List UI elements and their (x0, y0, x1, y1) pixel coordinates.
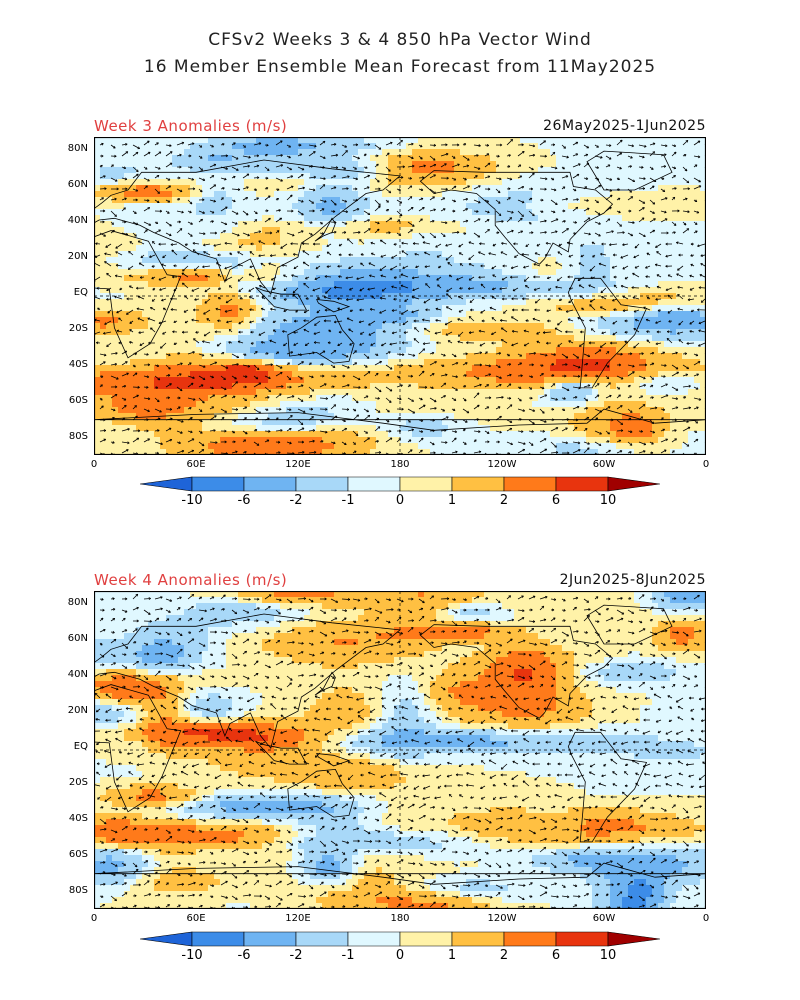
week3-label: Week 3 Anomalies (m/s) (94, 117, 288, 135)
colorbar-swatch (503, 476, 557, 492)
week3-wind-map (94, 137, 706, 455)
colorbar-label: 1 (447, 948, 457, 963)
colorbar-label: -6 (237, 948, 251, 963)
lat-label: 80S (68, 431, 88, 442)
lon-label: 180 (390, 913, 410, 924)
wind-vectors (94, 139, 706, 455)
colorbar-swatch (140, 931, 193, 947)
lat-label: 20S (68, 323, 88, 334)
colorbar-label: 0 (395, 493, 405, 508)
colorbar-label: 10 (599, 948, 617, 963)
colorbar-swatch (399, 931, 453, 947)
colorbar-swatch (451, 931, 505, 947)
colorbar-swatch (347, 476, 401, 492)
colorbar-label: -2 (289, 948, 303, 963)
wind-vectors (94, 593, 706, 909)
week4-date-range: 2Jun2025-8Jun2025 (559, 572, 706, 588)
lat-label: 80N (67, 597, 88, 608)
lat-label: 60S (68, 849, 88, 860)
colorbar-label: 10 (599, 493, 617, 508)
colorbar-label: 2 (499, 948, 509, 963)
lat-label: 60N (67, 633, 88, 644)
lat-label: 80N (67, 143, 88, 154)
lon-label: 0 (702, 913, 710, 924)
colorbar-label: -10 (181, 493, 203, 508)
week4-colorbar (140, 931, 660, 947)
lon-label: 60E (186, 913, 206, 924)
colorbar-label: 0 (395, 948, 405, 963)
colorbar-label: 6 (551, 493, 561, 508)
colorbar-label: -10 (181, 948, 203, 963)
lat-label: 20N (67, 251, 88, 262)
colorbar-swatch (140, 476, 193, 492)
colorbar-swatch (191, 476, 245, 492)
colorbar-swatch (607, 476, 660, 492)
lat-label: EQ (73, 741, 88, 752)
lon-label: 120E (285, 459, 311, 470)
colorbar-swatch (295, 476, 349, 492)
title-line-1: CFSv2 Weeks 3 & 4 850 hPa Vector Wind (208, 30, 592, 50)
map-frame (94, 137, 706, 455)
lon-label: 60E (186, 459, 206, 470)
colorbar-swatch (243, 476, 297, 492)
colorbar-swatch (399, 476, 453, 492)
colorbar-swatch (191, 931, 245, 947)
anomaly-field (94, 591, 706, 909)
lat-label: 40S (68, 813, 88, 824)
map-frame (94, 591, 706, 909)
lat-label: 20S (68, 777, 88, 788)
lon-label: 120W (487, 459, 517, 470)
colorbar-swatch (451, 476, 505, 492)
colorbar-swatch (347, 931, 401, 947)
colorbar-swatch (243, 931, 297, 947)
lat-label: 60S (68, 395, 88, 406)
colorbar-label: -1 (341, 493, 355, 508)
lat-label: 40N (67, 215, 88, 226)
colorbar-swatch (555, 931, 609, 947)
colorbar-label: 2 (499, 493, 509, 508)
lat-label: 40N (67, 669, 88, 680)
title-line-2: 16 Member Ensemble Mean Forecast from 11… (143, 57, 657, 77)
lon-label: 180 (390, 459, 410, 470)
lon-label: 0 (90, 459, 98, 470)
lon-label: 60W (592, 913, 616, 924)
lon-label: 120W (487, 913, 517, 924)
lat-label: EQ (73, 287, 88, 298)
lon-label: 0 (702, 459, 710, 470)
lat-label: 60N (67, 179, 88, 190)
lat-label: 80S (68, 885, 88, 896)
colorbar-label: 1 (447, 493, 457, 508)
colorbar-label: -6 (237, 493, 251, 508)
week4-wind-map (94, 591, 706, 909)
lon-label: 0 (90, 913, 98, 924)
lon-label: 120E (285, 913, 311, 924)
coastlines (94, 604, 706, 885)
week4-label: Week 4 Anomalies (m/s) (94, 571, 288, 589)
colorbar-swatch (607, 931, 660, 947)
colorbar-swatch (555, 476, 609, 492)
lat-label: 20N (67, 705, 88, 716)
colorbar-label: -1 (341, 948, 355, 963)
lat-label: 40S (68, 359, 88, 370)
lon-label: 60W (592, 459, 616, 470)
week3-date-range: 26May2025-1Jun2025 (543, 118, 706, 134)
colorbar-swatch (295, 931, 349, 947)
colorbar-label: 6 (551, 948, 561, 963)
colorbar-swatch (503, 931, 557, 947)
week3-colorbar (140, 476, 660, 492)
colorbar-label: -2 (289, 493, 303, 508)
